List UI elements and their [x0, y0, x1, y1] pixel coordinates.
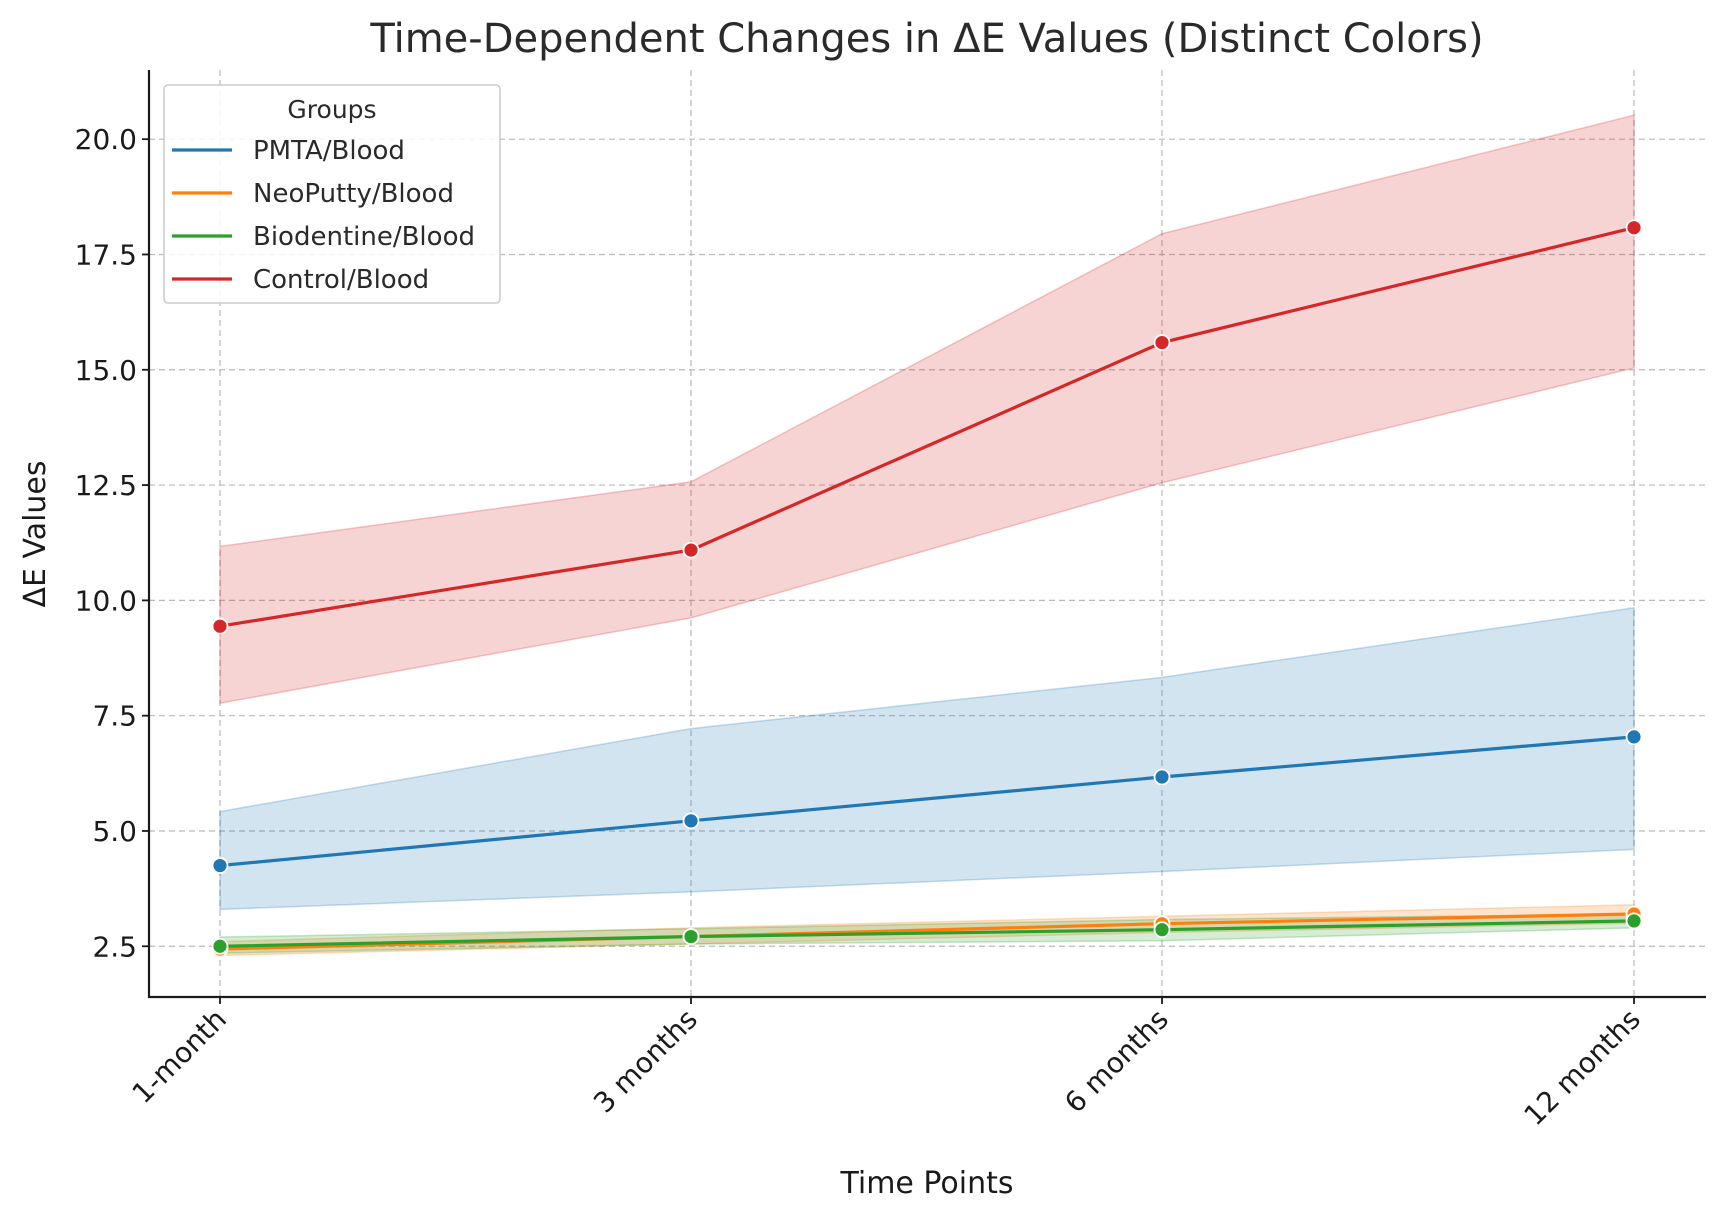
- data-point: [1153, 768, 1171, 786]
- data-point: [1153, 334, 1171, 351]
- y-tick-label: 7.5: [92, 700, 137, 733]
- x-tick-label: 6 months: [1058, 1003, 1175, 1120]
- legend-frame: [163, 84, 501, 304]
- series-points: [211, 219, 1643, 958]
- data-point: [682, 928, 700, 945]
- y-tick-label: 12.5: [75, 469, 137, 502]
- axis-spines: [147, 70, 1706, 999]
- y-tick-label: 10.0: [75, 584, 137, 617]
- y-tick-label: 15.0: [75, 354, 137, 387]
- data-point: [211, 937, 229, 955]
- legend: Groups PMTA/Blood NeoPutty/Blood Biodentin…: [163, 84, 501, 304]
- data-point: [1625, 728, 1643, 746]
- data-point: [1625, 912, 1643, 930]
- x-axis-ticks: 1-month 3 months 6 months 12 months: [126, 997, 1647, 1132]
- data-point: [211, 857, 229, 874]
- data-point: [682, 812, 700, 830]
- chart-title: Time-Dependent Changes in ΔE Values (Dis…: [369, 16, 1483, 62]
- data-point: [682, 541, 700, 559]
- series-lines: [219, 226, 1635, 951]
- y-tick-label: 20.0: [75, 123, 137, 156]
- x-axis-label: Time Points: [839, 1166, 1013, 1201]
- data-point: [211, 617, 229, 635]
- x-tick-label: 3 months: [587, 1003, 704, 1120]
- x-tick-label: 1-month: [126, 1003, 233, 1110]
- series-line: [219, 919, 1635, 948]
- data-point: [1625, 219, 1643, 237]
- legend-title: Groups: [287, 95, 376, 124]
- legend-label: Biodentine/Blood: [253, 222, 475, 252]
- y-axis-label: ΔE Values: [18, 460, 53, 607]
- confidence-band: [219, 114, 1635, 705]
- y-tick-label: 2.5: [92, 930, 137, 963]
- data-point: [1153, 921, 1171, 939]
- y-axis-ticks: 2.5 5.0 7.5 10.0 12.5 15.0 17.5 20.0: [75, 123, 149, 963]
- series-line: [219, 226, 1635, 628]
- legend-label: PMTA/Blood: [253, 136, 405, 166]
- x-tick-label: 12 months: [1518, 1003, 1647, 1132]
- confidence-band: [219, 606, 1635, 911]
- y-tick-label: 17.5: [75, 238, 137, 271]
- series-line: [219, 735, 1635, 868]
- y-tick-label: 5.0: [92, 815, 137, 848]
- legend-label: Control/Blood: [253, 265, 429, 295]
- legend-label: NeoPutty/Blood: [253, 179, 454, 209]
